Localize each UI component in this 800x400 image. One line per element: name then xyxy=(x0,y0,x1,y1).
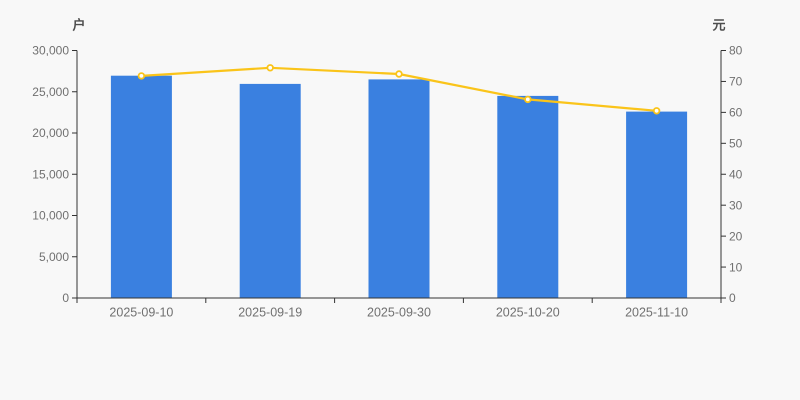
bar-series xyxy=(110,75,688,299)
line-point[interactable] xyxy=(137,72,146,80)
bar[interactable] xyxy=(368,79,430,299)
line-point[interactable] xyxy=(524,95,532,104)
x-axis-category-label: 2025-11-10 xyxy=(625,305,688,319)
x-axis-category-label: 2025-09-10 xyxy=(109,305,173,319)
line-point[interactable] xyxy=(652,107,661,115)
right-axis-tick-label: 20 xyxy=(729,229,743,243)
right-axis-tick-label: 80 xyxy=(729,44,743,58)
x-axis-category-label: 2025-10-20 xyxy=(496,305,560,319)
x-axis-category-label: 2025-09-30 xyxy=(367,305,431,319)
bar[interactable] xyxy=(239,83,301,299)
bar[interactable] xyxy=(626,111,688,298)
right-axis-tick-label: 0 xyxy=(729,291,736,305)
left-axis-tick-label: 30,000 xyxy=(32,44,69,58)
line-markers xyxy=(137,64,661,115)
left-axis-tick-label: 15,000 xyxy=(32,167,69,181)
right-axis-tick-label: 10 xyxy=(729,260,743,274)
right-axis-tick-label: 30 xyxy=(729,198,743,212)
bar[interactable] xyxy=(110,75,172,298)
right-axis-tick-label: 50 xyxy=(729,137,743,151)
line-point[interactable] xyxy=(395,70,403,78)
left-axis-tick-label: 0 xyxy=(62,291,69,305)
right-axis-tick-label: 70 xyxy=(729,75,743,89)
right-axis-tick-label: 60 xyxy=(729,106,743,120)
x-axis-category-label: 2025-09-19 xyxy=(238,305,302,319)
line-point[interactable] xyxy=(266,64,274,72)
left-axis-tick-label: 5,000 xyxy=(39,250,69,264)
axes: 0 5,000 10,000 15,000 20,000 25,000 30,000 0 10 2… xyxy=(32,18,742,320)
left-axis-tick-label: 10,000 xyxy=(32,209,69,223)
right-axis-tick-label: 40 xyxy=(729,167,743,181)
left-axis-tick-label: 20,000 xyxy=(32,126,69,140)
left-axis-unit-label: 户 xyxy=(72,18,85,33)
right-axis-unit-label: 元 xyxy=(712,18,725,33)
bar[interactable] xyxy=(497,95,559,299)
left-axis-tick-label: 25,000 xyxy=(32,85,69,99)
